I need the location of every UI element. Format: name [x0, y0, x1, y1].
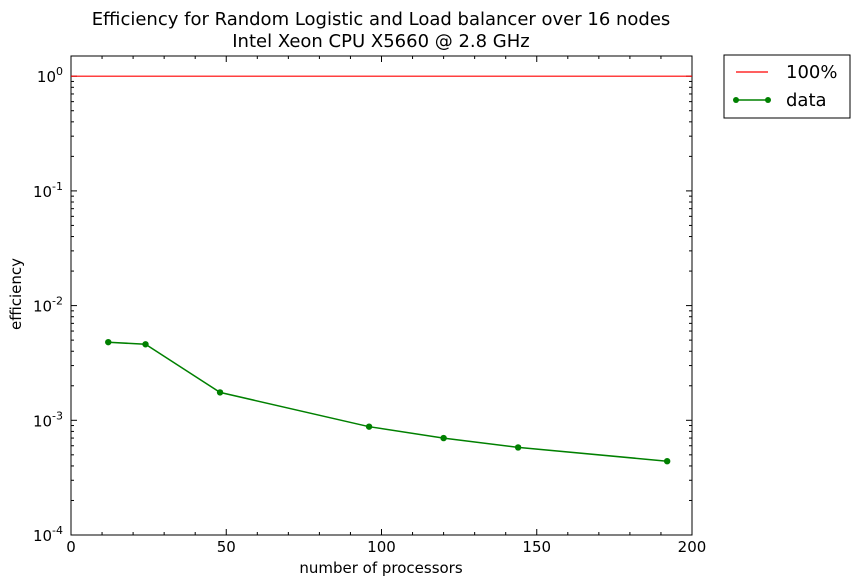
- data-point: [440, 434, 447, 442]
- series-line-data: [108, 341, 668, 462]
- y-axis-label: efficiency: [7, 258, 25, 330]
- data-point: [514, 444, 522, 451]
- legend-box: [723, 54, 851, 119]
- plot-frame: [70, 55, 693, 536]
- x-tick-label: 200: [678, 538, 707, 556]
- x-axis-label: number of processors: [299, 559, 463, 577]
- x-tick-label: 100: [367, 538, 396, 556]
- chart-subtitle: Intel Xeon CPU X5660 @ 2.8 GHz: [232, 31, 530, 52]
- y-tick-label: 10-1: [33, 180, 63, 201]
- legend: 100% data: [723, 54, 851, 119]
- x-tick-label: 50: [217, 538, 236, 556]
- data-point: [365, 423, 373, 430]
- plot-area: 0 50 100 150 200 10-4 10-3 10-2 10-1 100: [33, 55, 707, 556]
- x-tick-label: 0: [66, 538, 76, 556]
- y-tick-label: 100: [37, 65, 63, 86]
- data-point: [142, 341, 149, 348]
- legend-label-data: data: [786, 90, 827, 111]
- data-point: [663, 457, 671, 465]
- y-tick-label: 10-4: [33, 524, 63, 545]
- x-tick-label: 150: [522, 538, 551, 556]
- legend-label-100pct: 100%: [786, 62, 837, 83]
- legend-marker-data-end: [765, 97, 771, 103]
- data-point: [105, 338, 112, 346]
- data-point: [216, 389, 224, 396]
- chart-title: Efficiency for Random Logistic and Load …: [92, 9, 671, 30]
- y-tick-label: 10-3: [33, 409, 63, 430]
- y-tick-label: 10-2: [33, 295, 63, 316]
- legend-marker-data-start: [733, 97, 739, 103]
